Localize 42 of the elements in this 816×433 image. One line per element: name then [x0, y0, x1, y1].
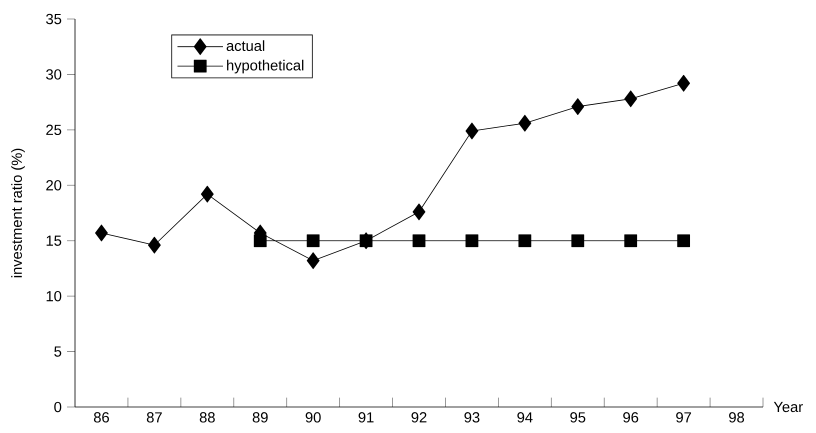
x-tick-label: 87: [146, 412, 162, 423]
point: [571, 98, 584, 115]
x-tick-label: 95: [570, 412, 586, 423]
point: [677, 74, 690, 92]
y-tick-label: 35: [46, 14, 62, 24]
x-tick-label: 92: [412, 412, 426, 423]
x-tick-label: 96: [623, 412, 638, 423]
point: [200, 186, 214, 203]
x-tick-label: 90: [306, 412, 321, 423]
point: [677, 234, 690, 248]
x-tick-label: 86: [94, 412, 109, 423]
y-axis-title: investment ratio (%): [11, 148, 25, 278]
x-tick-label: 89: [252, 412, 268, 423]
point: [518, 114, 532, 132]
y-tick-label: 0: [54, 402, 62, 412]
y-tick-label: 25: [46, 124, 62, 136]
point: [306, 252, 320, 270]
y-tick-label: 30: [46, 69, 62, 80]
x-tick-label: 98: [729, 412, 744, 423]
legend-label: actual: [226, 40, 264, 52]
point: [95, 224, 108, 242]
x-tick-label: 97: [676, 412, 692, 423]
y-tick-label: 5: [54, 346, 62, 357]
x-tick-label: 94: [517, 412, 533, 423]
point: [518, 234, 532, 248]
point: [466, 234, 478, 248]
point: [624, 90, 638, 108]
x-axis-title: Year: [774, 402, 803, 412]
y-tick-label: 10: [46, 290, 62, 302]
x-tick-label: 93: [464, 412, 480, 423]
point: [412, 234, 426, 248]
point: [306, 234, 320, 248]
point: [148, 236, 161, 254]
point: [412, 203, 426, 220]
point: [571, 234, 584, 248]
point: [624, 234, 638, 248]
x-tick-label: 88: [200, 412, 215, 423]
legend-label: hypothetical: [227, 60, 304, 74]
point: [466, 122, 478, 140]
x-tick-label: 91: [358, 412, 374, 423]
y-tick-label: 15: [46, 236, 62, 246]
y-tick-label: 20: [46, 180, 62, 190]
